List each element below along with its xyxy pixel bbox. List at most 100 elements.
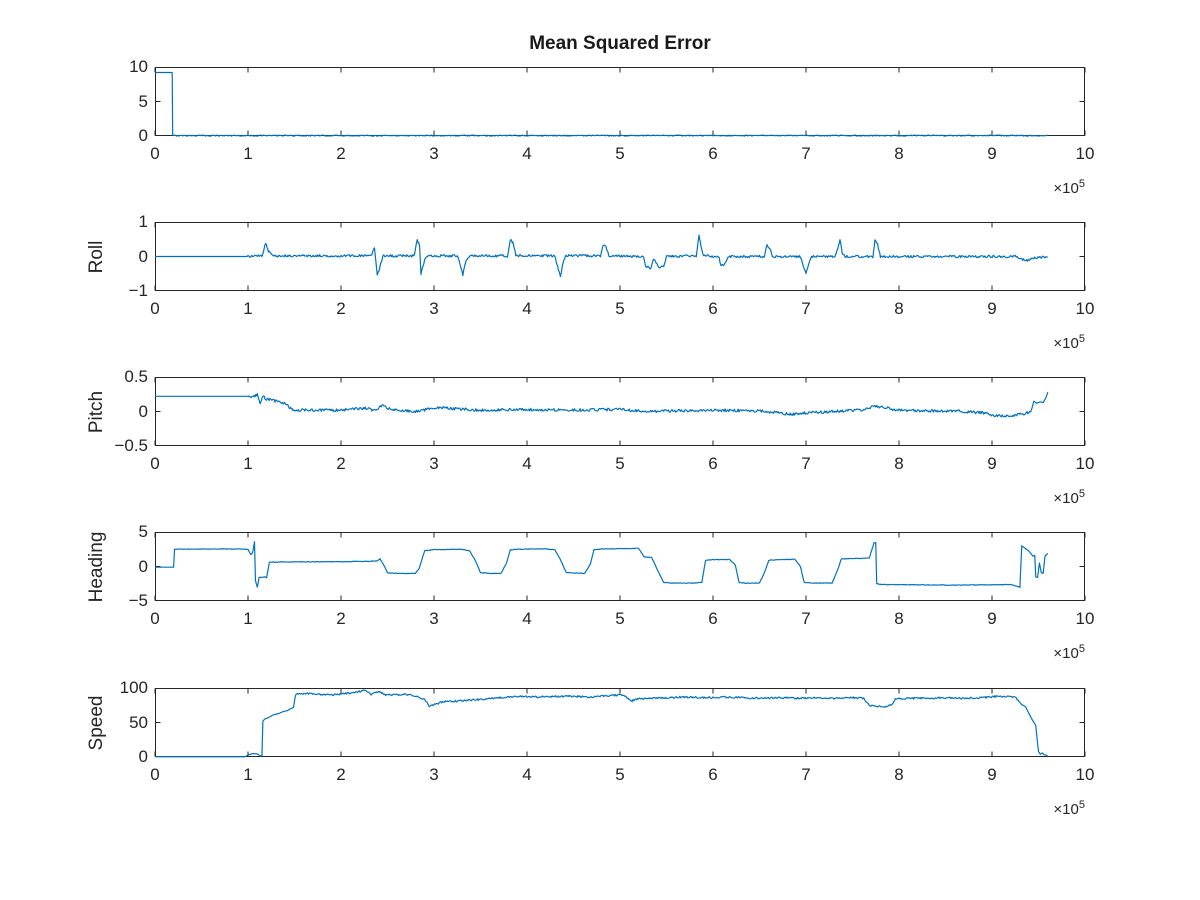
x-tick-label: 4 [522,765,532,784]
x-tick-label: 5 [615,609,625,628]
pitch-line [155,391,1049,418]
y-axis-label-heading: Heading [86,531,107,602]
x-tick-label: 6 [708,299,718,318]
x-tick-label: 10 [1075,765,1095,784]
x-tick-label: 2 [336,299,346,318]
offset-base: ×10 [1053,335,1079,352]
x-tick-label: 9 [987,144,997,163]
x-tick-label: 2 [336,765,346,784]
x-tick-label: 1 [243,609,253,628]
x-axis-offset-label: ×105 [1053,799,1085,818]
x-tick-label: 5 [615,144,625,163]
y-tick-label: 0 [138,401,148,421]
y-axis-label-roll: Roll [86,240,107,273]
y-tick-label: 0 [138,556,148,576]
y-tick-label: 10 [129,57,148,76]
heading-line [155,541,1049,589]
plot-area-roll [154,222,1086,291]
offset-base: ×10 [1053,490,1079,507]
y-axis-label-pitch: Pitch [86,390,107,433]
x-tick-label: 4 [522,144,532,163]
figure-title: Mean Squared Error [529,33,711,54]
axes-box [155,67,1085,136]
x-tick-label: 6 [708,765,718,784]
x-tick-label: 1 [243,299,253,318]
x-tick-label: 0 [150,454,160,473]
tick-marks [154,67,1086,136]
x-tick-label: 8 [894,144,904,163]
x-tick-label: 3 [429,609,439,628]
y-tick-label: 1 [138,212,148,231]
y-tick-label: 0 [138,747,148,766]
x-tick-label: 8 [894,765,904,784]
x-tick-label: 1 [243,765,253,784]
y-tick-label: 0 [138,246,148,266]
x-tick-label: 9 [987,609,997,628]
x-tick-label: 3 [429,454,439,473]
x-tick-label: 1 [243,454,253,473]
x-tick-label: 7 [801,299,811,318]
x-tick-label: 10 [1075,299,1095,318]
x-tick-label: 4 [522,609,532,628]
x-tick-label: 10 [1075,144,1095,163]
mse-line [155,71,1049,137]
offset-exponent: 5 [1078,178,1085,190]
x-tick-label: 7 [801,144,811,163]
speed-line [155,689,1049,758]
plot-area-heading [154,532,1086,601]
x-tick-label: 9 [987,454,997,473]
y-tick-label: −0.5 [114,436,148,455]
x-axis-offset-label: ×105 [1053,333,1085,352]
x-tick-label: 8 [894,454,904,473]
x-tick-label: 9 [987,299,997,318]
x-tick-label: 0 [150,765,160,784]
y-tick-label: 5 [138,91,148,111]
x-tick-label: 2 [336,144,346,163]
x-tick-label: 5 [615,765,625,784]
plot-area-speed [154,688,1086,758]
axes-box [155,688,1085,757]
x-tick-label: 7 [801,609,811,628]
plot-area-pitch [154,377,1086,446]
x-tick-label: 2 [336,609,346,628]
y-tick-label: 50 [129,712,148,732]
y-axis-label-speed: Speed [86,695,107,750]
x-tick-label: 10 [1075,609,1095,628]
x-tick-label: 6 [708,609,718,628]
offset-exponent: 5 [1078,488,1085,500]
x-tick-label: 6 [708,454,718,473]
x-tick-label: 2 [336,454,346,473]
x-tick-label: 6 [708,144,718,163]
offset-base: ×10 [1053,801,1079,818]
y-tick-label: 100 [119,678,148,697]
x-tick-label: 7 [801,454,811,473]
x-axis-offset-label: ×105 [1053,643,1085,662]
x-tick-label: 3 [429,765,439,784]
y-tick-label: −5 [128,591,148,610]
x-tick-label: 5 [615,299,625,318]
x-tick-label: 0 [150,299,160,318]
x-tick-label: 4 [522,454,532,473]
roll-line [155,234,1048,278]
y-tick-label: 0 [138,126,148,145]
x-tick-label: 0 [150,609,160,628]
offset-exponent: 5 [1078,799,1085,811]
axes-box [155,532,1085,601]
x-tick-label: 1 [243,144,253,163]
x-tick-label: 5 [615,454,625,473]
x-axis-offset-label: ×105 [1053,488,1085,507]
tick-marks [154,532,1086,601]
y-tick-label: −1 [128,281,148,300]
x-tick-label: 3 [429,299,439,318]
x-tick-label: 8 [894,299,904,318]
x-tick-label: 0 [150,144,160,163]
x-tick-label: 3 [429,144,439,163]
offset-exponent: 5 [1078,643,1085,655]
x-tick-label: 8 [894,609,904,628]
x-tick-label: 7 [801,765,811,784]
x-tick-label: 9 [987,765,997,784]
x-axis-offset-label: ×105 [1053,178,1085,197]
offset-base: ×10 [1053,180,1079,197]
y-tick-label: 0.5 [124,367,148,386]
